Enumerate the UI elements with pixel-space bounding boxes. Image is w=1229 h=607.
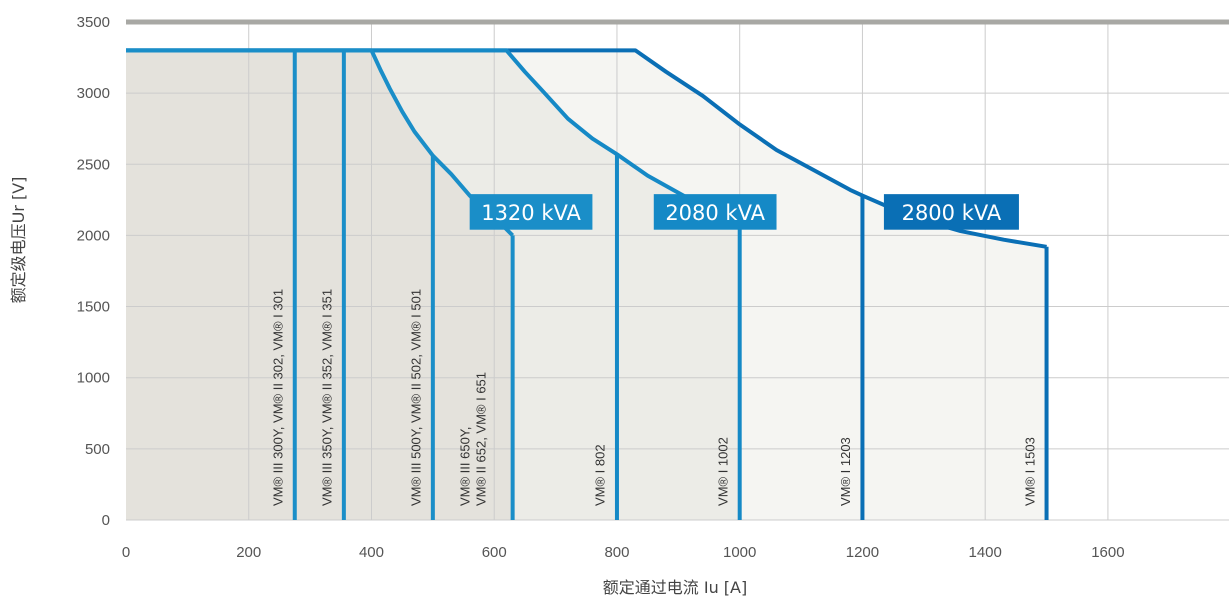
model-label: VM® III 500Y, VM® II 502, VM® I 501 (409, 289, 424, 506)
kva-badge (883, 194, 1019, 230)
y-tick-label: 2500 (77, 156, 110, 173)
x-tick-label: 0 (122, 544, 130, 561)
y-tick-label: 0 (102, 512, 110, 529)
area-fill-1 (126, 50, 513, 521)
x-tick-label: 1000 (723, 544, 756, 561)
kva-badge (469, 194, 593, 230)
x-tick-label: 600 (482, 544, 507, 561)
model-label: VM® I 1503 (1022, 437, 1037, 506)
y-tick-label: 500 (85, 441, 110, 458)
y-tick-label: 2000 (77, 227, 110, 244)
y-tick-label: 1500 (77, 299, 110, 316)
model-label: VM® III 650Y, (458, 427, 473, 506)
x-tick-label: 1600 (1091, 544, 1124, 561)
kva-label: 1320 kVA (481, 201, 581, 225)
model-labels: VM® III 300Y, VM® II 302, VM® I 301 VM® I… (271, 289, 1038, 506)
series-line-3 (126, 48, 1047, 249)
x-tick-label: 1200 (846, 544, 879, 561)
y-tick-label: 1000 (77, 370, 110, 387)
model-label: VM® III 300Y, VM® II 302, VM® I 301 (271, 289, 286, 506)
x-tick-label: 400 (359, 544, 384, 561)
x-tick-label: 800 (604, 544, 629, 561)
model-label: VM® I 1002 (715, 437, 730, 506)
operating-area-fills (126, 50, 1047, 521)
x-tick-label: 1400 (968, 544, 1001, 561)
x-axis-title: 额定通过电流 Iu [A] (603, 578, 747, 597)
y-tick-label: 3000 (77, 85, 110, 102)
series-layer (126, 48, 1049, 520)
kva-label: 2800 kVA (902, 201, 1002, 225)
y-tick-label: 3500 (77, 14, 110, 31)
model-label: VM® I 1203 (838, 437, 853, 506)
x-tick-label: 200 (236, 544, 261, 561)
kva-label: 2080 kVA (665, 201, 765, 225)
tick-labels: 0 200 400 600 800 1000 1200 1400 1600 0 500 1000 150… (77, 14, 1125, 561)
kva-badge (653, 194, 777, 230)
model-label: VM® II 652, VM® I 651 (474, 372, 489, 506)
model-label: VM® III 350Y, VM® II 352, VM® I 351 (320, 289, 335, 506)
kva-labels: 1320 kVA 2080 kVA 2800 kVA (469, 194, 1019, 230)
model-label: VM® I 802 (593, 444, 608, 506)
y-axis-title: 额定级电压Ur [V] (9, 177, 28, 304)
